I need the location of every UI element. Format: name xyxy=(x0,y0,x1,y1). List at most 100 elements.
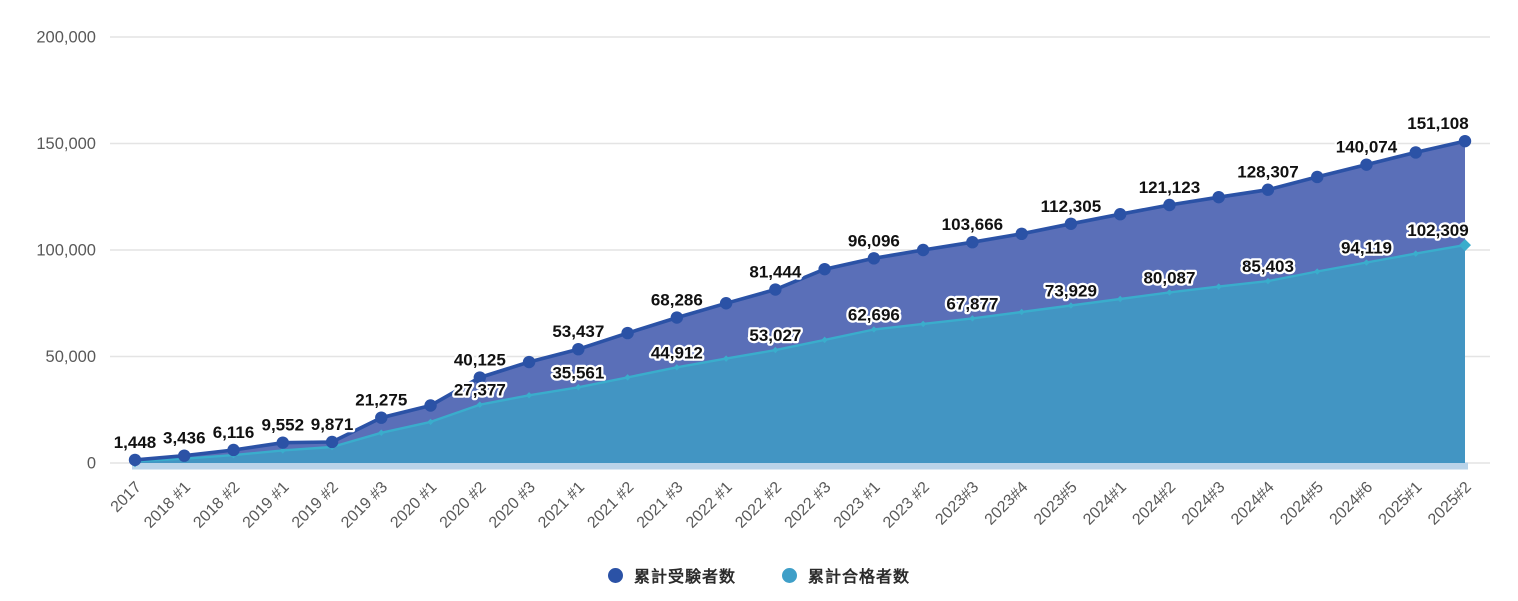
data-label-jukensha: 9,552 xyxy=(262,416,305,435)
x-axis-tick-label: 2024#3 xyxy=(1179,479,1229,529)
legend-item-jukensha[interactable]: 累計受験者数 xyxy=(607,563,736,587)
x-axis-tick-label: 2024#4 xyxy=(1228,479,1278,529)
x-axis-tick-label: 2021 #1 xyxy=(535,479,588,532)
data-point-jukensha xyxy=(1311,170,1324,184)
x-axis-tick-label: 2024#5 xyxy=(1277,479,1327,529)
data-point-goukakusha xyxy=(772,346,779,354)
data-point-goukakusha xyxy=(525,392,533,399)
x-axis-tick-label: 2017 xyxy=(108,479,145,516)
line-jukensha xyxy=(134,139,1466,462)
data-label-jukensha: 6,116 xyxy=(213,423,255,442)
x-axis-tick-label: 2018 #1 xyxy=(141,479,194,532)
data-point-jukensha xyxy=(1113,208,1127,221)
legend-label-goukakusha: 累計合格者数 xyxy=(808,569,911,586)
data-point-goukakusha xyxy=(1412,250,1419,257)
chart-legend: 累計受験者数 累計合格者数 xyxy=(0,563,1518,587)
x-axis-tick-label: 2023#5 xyxy=(1031,479,1081,529)
x-axis-tick-label: 2021 #3 xyxy=(634,479,687,532)
data-label-jukensha: 140,074 xyxy=(1336,138,1398,157)
data-point-jukensha xyxy=(522,355,536,369)
data-label-jukensha: 9,871 xyxy=(311,415,354,434)
data-point-goukakusha xyxy=(1363,259,1370,266)
data-label-goukakusha: 94,119 xyxy=(1341,239,1392,258)
legend-marker-goukakusha-icon xyxy=(782,567,797,583)
data-point-jukensha xyxy=(916,243,930,257)
x-axis-tick-label: 2024#2 xyxy=(1129,479,1179,529)
x-axis-tick-label: 2023 #1 xyxy=(831,479,884,532)
data-point-jukensha xyxy=(276,436,289,449)
baseline-strip xyxy=(132,462,1468,470)
data-point-jukensha xyxy=(424,399,437,412)
data-point-jukensha xyxy=(867,252,881,265)
x-axis-tick-label: 2025#1 xyxy=(1376,479,1426,529)
data-point-goukakusha xyxy=(1459,239,1471,252)
area-jukensha xyxy=(135,141,1465,462)
data-label-jukensha: 3,436 xyxy=(163,429,206,448)
data-point-jukensha xyxy=(128,453,142,467)
data-point-jukensha xyxy=(1458,134,1472,148)
data-point-goukakusha xyxy=(1264,277,1272,285)
data-label-jukensha: 40,125 xyxy=(454,351,506,370)
data-label-goukakusha: 67,877 xyxy=(946,294,998,313)
data-point-goukakusha xyxy=(378,429,385,436)
x-axis-tick-label: 2020 #2 xyxy=(437,479,490,532)
data-point-goukakusha xyxy=(673,364,681,371)
data-point-jukensha xyxy=(966,235,979,249)
data-point-goukakusha xyxy=(870,326,878,333)
data-label-goukakusha: 80,087 xyxy=(1143,268,1195,287)
data-point-jukensha xyxy=(375,411,388,424)
x-axis-tick-label: 2018 #2 xyxy=(190,479,243,532)
data-point-jukensha xyxy=(1409,146,1422,159)
x-axis-tick-label: 2019 #2 xyxy=(289,479,342,532)
data-point-jukensha xyxy=(1212,190,1225,204)
x-axis-tick-label: 2020 #1 xyxy=(387,479,440,532)
legend-label-jukensha: 累計受験者数 xyxy=(633,569,736,586)
y-axis-tick-label: 100,000 xyxy=(36,242,96,260)
data-point-jukensha xyxy=(1064,217,1078,230)
data-point-jukensha xyxy=(1163,198,1176,212)
data-label-goukakusha: 102,309 xyxy=(1407,221,1468,240)
data-label-jukensha: 21,275 xyxy=(355,391,407,410)
y-axis-tick-label: 0 xyxy=(87,455,96,473)
data-label-jukensha: 81,444 xyxy=(749,263,802,282)
data-label-goukakusha: 44,912 xyxy=(651,343,703,362)
x-axis-tick-label: 2025#2 xyxy=(1425,479,1475,529)
data-point-goukakusha xyxy=(1166,289,1173,296)
data-point-goukakusha xyxy=(969,315,976,322)
data-point-jukensha xyxy=(227,443,240,457)
data-label-jukensha: 103,666 xyxy=(942,215,1003,234)
x-axis-tick-label: 2022 #2 xyxy=(732,479,785,532)
area-goukakusha xyxy=(135,245,1465,463)
data-point-goukakusha xyxy=(1116,295,1124,303)
data-label-jukensha: 151,108 xyxy=(1407,114,1468,133)
data-label-goukakusha: 73,929 xyxy=(1045,282,1097,301)
x-axis-tick-label: 2023#4 xyxy=(982,479,1032,529)
data-point-goukakusha xyxy=(427,418,434,426)
data-point-goukakusha xyxy=(476,401,484,408)
data-point-goukakusha xyxy=(279,447,286,454)
data-label-jukensha: 128,307 xyxy=(1237,163,1298,182)
data-point-goukakusha xyxy=(575,384,582,391)
y-axis-tick-label: 150,000 xyxy=(36,135,96,153)
x-axis-tick-label: 2020 #3 xyxy=(486,479,539,532)
data-point-jukensha xyxy=(1360,158,1373,171)
data-label-jukensha: 68,286 xyxy=(651,291,703,310)
x-axis-tick-label: 2019 #1 xyxy=(240,479,293,532)
x-axis-tick-label: 2023#3 xyxy=(932,479,982,529)
data-point-goukakusha xyxy=(919,320,927,328)
data-point-goukakusha xyxy=(624,374,631,381)
data-point-jukensha xyxy=(670,311,684,324)
data-point-jukensha xyxy=(1015,227,1028,241)
legend-marker-jukensha-icon xyxy=(607,567,623,583)
data-point-goukakusha xyxy=(722,355,730,362)
data-label-jukensha: 96,096 xyxy=(848,231,900,250)
x-axis-tick-label: 2024#6 xyxy=(1327,479,1377,529)
data-label-jukensha: 1,448 xyxy=(114,433,157,452)
legend-item-goukakusha[interactable]: 累計合格者数 xyxy=(782,563,910,587)
data-label-jukensha: 121,123 xyxy=(1139,178,1200,197)
x-axis-tick-label: 2021 #2 xyxy=(584,479,637,532)
data-label-goukakusha: 27,377 xyxy=(454,381,506,400)
x-axis-tick-label: 2023 #2 xyxy=(880,479,933,532)
